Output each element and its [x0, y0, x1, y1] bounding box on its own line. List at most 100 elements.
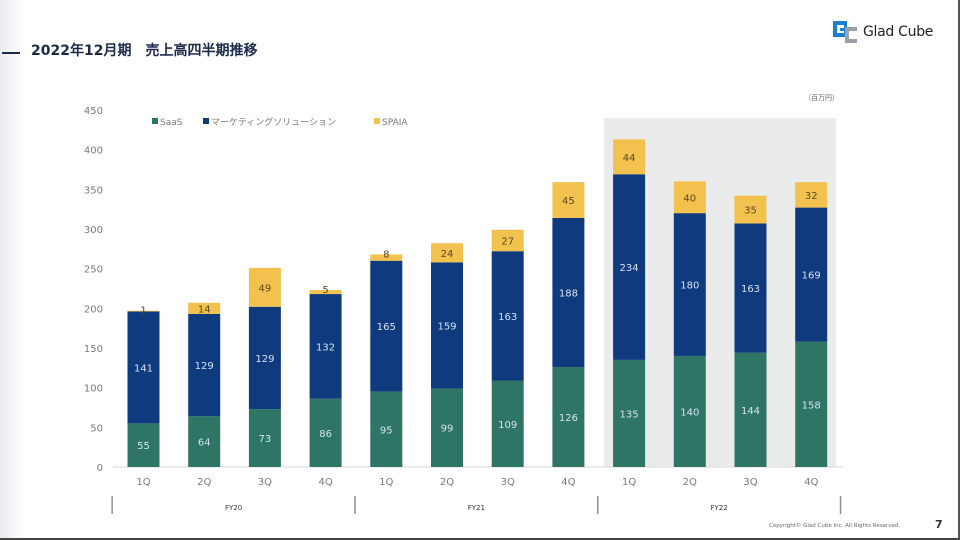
bar-segment-saas	[127, 423, 160, 467]
x-tick-label: 4Q	[318, 477, 332, 488]
bar-segment-spaia	[613, 139, 646, 175]
data-label-saas: 55	[137, 441, 150, 452]
bar-segment-marketing	[734, 223, 767, 353]
data-label-saas: 86	[319, 429, 332, 440]
data-label-marketing: 132	[316, 342, 335, 353]
bar-segment-spaia	[795, 182, 828, 208]
company-logo: Glad Cube	[833, 20, 933, 44]
y-axis: 0 50 100 150 200 250 300 350 400 450	[84, 106, 103, 474]
legend-label: マーケティングソリューション	[211, 116, 336, 128]
bar-segment-marketing	[370, 260, 403, 392]
bar-segment-saas	[248, 409, 281, 467]
bar-segment-spaia	[127, 310, 160, 312]
bar-segment-marketing	[795, 207, 828, 342]
data-label-marketing: 163	[498, 312, 517, 323]
legend-item-saas: SaaS	[152, 118, 183, 128]
data-label-marketing: 180	[680, 281, 699, 292]
legend-label: SPAIA	[382, 118, 408, 128]
data-label-marketing: 141	[134, 363, 153, 374]
bar-segment-marketing	[127, 311, 160, 424]
page-number: 7	[935, 518, 943, 531]
bar-segment-spaia	[431, 243, 463, 263]
y-tick-label: 350	[84, 185, 103, 196]
x-tick-label: 4Q	[804, 477, 818, 488]
legend-item-marketing: マーケティングソリューション	[203, 116, 336, 128]
bars: 55 141 1 64 129 14 73 129 49 86 132 5 95 165 8 99 159 24 1…	[127, 139, 828, 467]
bar-segment-marketing	[188, 313, 221, 417]
data-label-marketing: 129	[255, 354, 274, 365]
y-tick-label: 450	[84, 106, 103, 117]
y-tick-label: 100	[84, 384, 103, 395]
data-label-spaia: 14	[198, 304, 211, 315]
x-tick-label: 3Q	[258, 477, 272, 488]
data-label-spaia: 1	[140, 306, 146, 317]
bar-segment-saas	[673, 355, 706, 467]
x-tick-label: 1Q	[622, 477, 636, 488]
bar-stack: 140 180 40	[673, 181, 706, 467]
data-label-marketing: 163	[741, 284, 760, 295]
data-label-marketing: 234	[620, 263, 639, 274]
y-tick-label: 50	[90, 423, 103, 434]
x-tick-label: 2Q	[197, 477, 211, 488]
legend-swatch-marketing	[203, 118, 209, 124]
bar-segment-spaia	[734, 195, 767, 224]
bar-stack: 73 129 49	[248, 267, 281, 467]
bar-segment-saas	[734, 352, 767, 467]
bar-segment-marketing	[309, 294, 342, 399]
fiscal-year-label: FY22	[711, 504, 728, 512]
bar-segment-saas	[491, 380, 524, 467]
bar-segment-saas	[795, 341, 828, 467]
data-label-marketing: 159	[437, 321, 456, 332]
y-tick-label: 150	[84, 344, 103, 355]
y-tick-label: 400	[84, 146, 103, 157]
data-label-marketing: 169	[802, 271, 821, 282]
bar-segment-marketing	[491, 251, 524, 381]
unit-label: （百万円）	[804, 94, 839, 102]
slide-bottom-border	[0, 538, 960, 540]
bar-segment-spaia	[673, 181, 706, 214]
bar-segment-spaia	[552, 182, 585, 218]
copyright-text: Copyright© Glad Cube Inc. All Rights Res…	[769, 523, 901, 529]
bar-stack: 55 141 1	[127, 306, 160, 467]
bar-segment-marketing	[552, 217, 585, 368]
bar-segment-marketing	[431, 262, 463, 389]
bar-segment-saas	[552, 367, 585, 467]
bar-segment-marketing	[673, 213, 706, 356]
fiscal-year-groups: FY20 FY21 FY22	[111, 496, 842, 514]
data-label-saas: 140	[680, 407, 699, 418]
data-label-saas: 95	[380, 425, 393, 436]
data-label-spaia: 35	[744, 206, 757, 217]
y-tick-label: 250	[84, 265, 103, 276]
x-tick-label: 2Q	[440, 477, 454, 488]
x-axis: 1Q 2Q 3Q 4Q 1Q 2Q 3Q 4Q 1Q 2Q 3Q 4Q	[136, 477, 818, 488]
x-tick-label: 2Q	[683, 477, 697, 488]
bar-segment-saas	[370, 391, 403, 467]
data-label-spaia: 24	[441, 249, 454, 260]
slide-right-border	[958, 0, 960, 540]
legend-label: SaaS	[160, 118, 183, 128]
legend: SaaS マーケティングソリューション SPAIA	[152, 116, 408, 128]
data-label-spaia: 40	[683, 193, 696, 204]
data-label-saas: 99	[441, 424, 454, 435]
data-label-spaia: 45	[562, 196, 575, 207]
bar-stack: 158 169 32	[795, 182, 828, 467]
data-label-marketing: 188	[559, 288, 578, 299]
x-tick-label: 4Q	[561, 477, 575, 488]
title-accent-line	[2, 52, 20, 54]
bar-segment-saas	[613, 359, 646, 467]
legend-swatch-saas	[152, 118, 158, 124]
data-label-saas: 73	[259, 434, 272, 445]
data-label-saas: 126	[559, 413, 578, 424]
bar-segment-spaia	[309, 290, 342, 295]
bar-segment-saas	[431, 388, 463, 467]
data-label-spaia: 32	[805, 191, 818, 202]
gladcube-logo-icon	[833, 21, 857, 43]
bar-stack: 64 129 14	[188, 302, 221, 467]
legend-swatch-spaia	[374, 118, 380, 124]
bar-segment-spaia	[370, 254, 403, 261]
bar-stack: 99 159 24	[431, 243, 463, 467]
bar-segment-saas	[309, 398, 342, 467]
fiscal-year-label: FY20	[225, 504, 242, 512]
x-tick-label: 3Q	[501, 477, 515, 488]
